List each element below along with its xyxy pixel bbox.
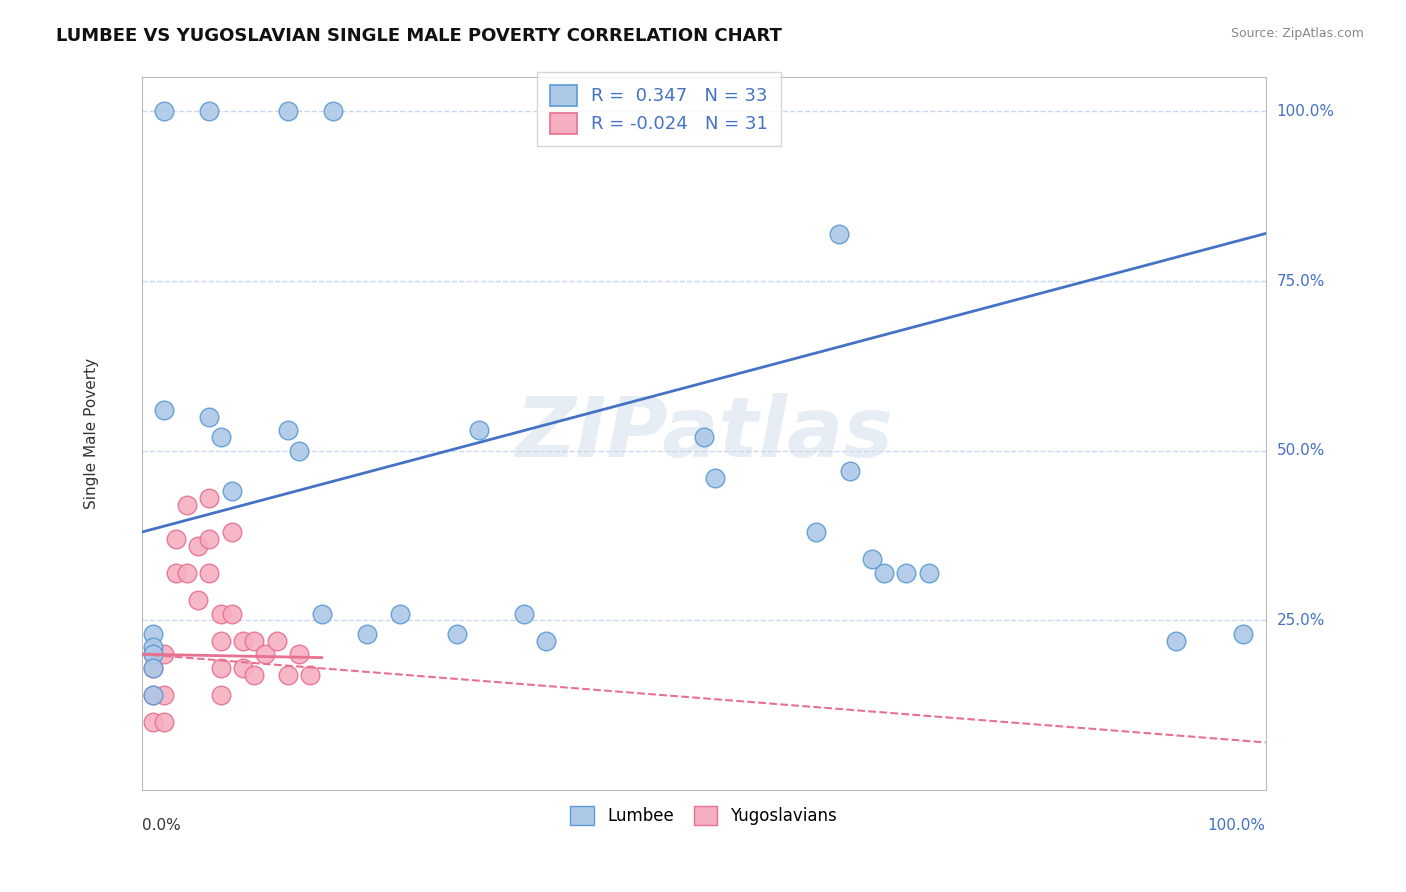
Text: 75.0%: 75.0% bbox=[1277, 274, 1324, 288]
Point bbox=[468, 423, 491, 437]
Point bbox=[221, 524, 243, 539]
Point bbox=[198, 104, 221, 119]
Point bbox=[209, 430, 232, 444]
Point bbox=[232, 661, 254, 675]
Text: 100.0%: 100.0% bbox=[1208, 819, 1265, 833]
Point bbox=[142, 688, 165, 702]
Point bbox=[277, 423, 299, 437]
Point bbox=[804, 524, 827, 539]
Text: LUMBEE VS YUGOSLAVIAN SINGLE MALE POVERTY CORRELATION CHART: LUMBEE VS YUGOSLAVIAN SINGLE MALE POVERT… bbox=[56, 27, 782, 45]
Text: 50.0%: 50.0% bbox=[1277, 443, 1324, 458]
Point bbox=[299, 667, 322, 681]
Point bbox=[142, 640, 165, 655]
Point bbox=[311, 607, 333, 621]
Point bbox=[153, 104, 176, 119]
Point bbox=[1164, 633, 1187, 648]
Point bbox=[209, 607, 232, 621]
Point bbox=[142, 661, 165, 675]
Point bbox=[266, 633, 288, 648]
Point bbox=[693, 430, 716, 444]
Point bbox=[232, 633, 254, 648]
Point bbox=[243, 633, 266, 648]
Point bbox=[872, 566, 894, 580]
Point bbox=[142, 627, 165, 641]
Point bbox=[704, 471, 727, 485]
Point bbox=[288, 443, 311, 458]
Point bbox=[198, 491, 221, 505]
Point bbox=[860, 552, 883, 566]
Point bbox=[277, 104, 299, 119]
Point bbox=[356, 627, 378, 641]
Point bbox=[153, 688, 176, 702]
Point bbox=[209, 661, 232, 675]
Point bbox=[176, 498, 198, 512]
Text: 0.0%: 0.0% bbox=[142, 819, 180, 833]
Point bbox=[153, 403, 176, 417]
Point bbox=[513, 607, 536, 621]
Point bbox=[142, 661, 165, 675]
Point bbox=[917, 566, 939, 580]
Point bbox=[153, 714, 176, 729]
Text: 25.0%: 25.0% bbox=[1277, 613, 1324, 628]
Text: Single Male Poverty: Single Male Poverty bbox=[84, 358, 98, 509]
Point bbox=[221, 607, 243, 621]
Point bbox=[389, 607, 412, 621]
Point bbox=[838, 464, 860, 478]
Point bbox=[198, 566, 221, 580]
Text: 100.0%: 100.0% bbox=[1277, 103, 1334, 119]
Point bbox=[254, 647, 277, 661]
Point bbox=[142, 647, 165, 661]
Point bbox=[187, 593, 209, 607]
Point bbox=[288, 647, 311, 661]
Point bbox=[198, 409, 221, 424]
Point bbox=[198, 532, 221, 546]
Point bbox=[153, 647, 176, 661]
Point bbox=[142, 647, 165, 661]
Point bbox=[277, 667, 299, 681]
Point bbox=[1232, 627, 1254, 641]
Point bbox=[165, 566, 187, 580]
Point bbox=[446, 627, 468, 641]
Point bbox=[142, 688, 165, 702]
Point bbox=[827, 227, 849, 241]
Point bbox=[894, 566, 917, 580]
Point bbox=[243, 667, 266, 681]
Text: ZIPatlas: ZIPatlas bbox=[515, 393, 893, 475]
Point bbox=[209, 633, 232, 648]
Point bbox=[209, 688, 232, 702]
Point bbox=[322, 104, 344, 119]
Point bbox=[142, 714, 165, 729]
Point bbox=[536, 633, 558, 648]
Point bbox=[187, 539, 209, 553]
Point bbox=[165, 532, 187, 546]
Text: Source: ZipAtlas.com: Source: ZipAtlas.com bbox=[1230, 27, 1364, 40]
Legend: Lumbee, Yugoslavians: Lumbee, Yugoslavians bbox=[564, 799, 844, 831]
Point bbox=[221, 484, 243, 499]
Point bbox=[176, 566, 198, 580]
